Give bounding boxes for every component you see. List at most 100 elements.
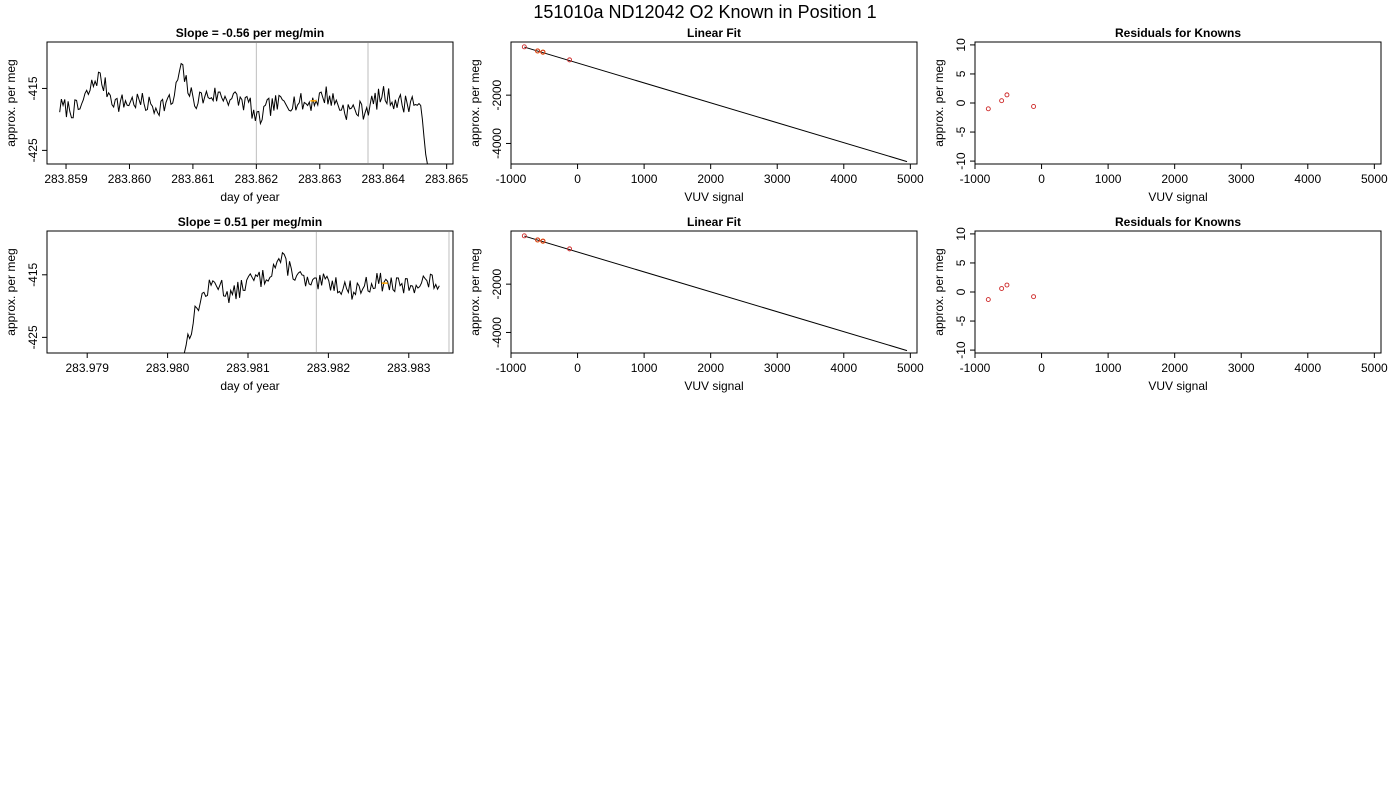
y-tick-label: 5 — [954, 259, 968, 266]
x-tick-label: 3000 — [764, 361, 791, 375]
y-tick-label: -10 — [954, 152, 968, 170]
x-tick-label: -1000 — [960, 361, 991, 375]
plot-frame — [510, 230, 918, 354]
x-tick-label: 0 — [574, 172, 581, 186]
y-axis-label: approx. per meg — [932, 59, 946, 146]
data-point — [567, 57, 573, 63]
plot-frame — [974, 41, 1382, 165]
panel-title: Residuals for Knowns — [1115, 215, 1241, 229]
y-tick-label: -415 — [26, 262, 40, 286]
series-line — [59, 62, 431, 165]
data-point — [1031, 294, 1037, 300]
y-tick-label: -5 — [954, 126, 968, 137]
x-axis-label: VUV signal — [684, 379, 743, 393]
y-tick-label: 0 — [954, 99, 968, 106]
y-tick-label: -2000 — [490, 268, 504, 299]
data-point — [521, 233, 527, 239]
x-tick-label: 283.982 — [307, 361, 351, 375]
x-tick-label: 2000 — [697, 361, 724, 375]
chart-panel-3: Residuals for Knowns -1000 0 1000 2000 3000 40… — [932, 26, 1388, 204]
chart-panel-2: Linear Fit -1000 0 1000 2000 3000 4000 5000 -400… — [468, 26, 924, 204]
x-tick-label: 1000 — [1095, 361, 1122, 375]
data-point — [535, 48, 541, 54]
x-axis-label: day of year — [220, 190, 279, 204]
x-tick-label: 5000 — [1361, 361, 1388, 375]
y-tick-label: -4000 — [490, 317, 504, 348]
panel-title: Residuals for Knowns — [1115, 26, 1241, 40]
data-point — [540, 238, 546, 244]
x-tick-label: 0 — [1038, 361, 1045, 375]
series-line — [47, 251, 440, 354]
y-tick-label: -425 — [26, 138, 40, 162]
fit-line — [524, 235, 908, 352]
x-tick-label: 1000 — [1095, 172, 1122, 186]
x-tick-label: 4000 — [1294, 172, 1321, 186]
x-tick-label: 283.983 — [387, 361, 431, 375]
x-tick-label: 0 — [1038, 172, 1045, 186]
y-tick-label: 10 — [954, 38, 968, 52]
x-tick-label: -1000 — [960, 172, 991, 186]
x-tick-label: 0 — [574, 361, 581, 375]
x-tick-label: 4000 — [830, 361, 857, 375]
plot-frame — [46, 230, 454, 354]
x-tick-label: 283.979 — [66, 361, 110, 375]
plot-frame — [46, 41, 454, 165]
x-tick-label: 1000 — [631, 172, 658, 186]
x-tick-label: 283.862 — [235, 172, 279, 186]
panels: Slope = -0.56 per meg/min 283.859 283.860 2… — [4, 26, 1388, 393]
x-tick-label: 283.859 — [44, 172, 88, 186]
y-tick-label: -10 — [954, 341, 968, 359]
data-point — [1031, 104, 1037, 109]
data-point — [985, 106, 991, 112]
y-tick-label: -5 — [954, 315, 968, 326]
y-axis-label: approx. per meg — [468, 59, 482, 146]
x-tick-label: 283.863 — [298, 172, 342, 186]
x-tick-label: 5000 — [897, 172, 924, 186]
data-point — [535, 237, 541, 243]
x-tick-label: 3000 — [1228, 172, 1255, 186]
y-axis-label: approx. per meg — [4, 248, 18, 335]
plot-frame — [974, 230, 1382, 354]
data-point — [999, 286, 1005, 291]
chart-panel-1: Slope = -0.56 per meg/min 283.859 283.860 2… — [4, 26, 469, 204]
x-tick-label: 5000 — [897, 361, 924, 375]
y-tick-label: -4000 — [490, 128, 504, 159]
x-tick-label: 3000 — [764, 172, 791, 186]
y-tick-label: 5 — [954, 70, 968, 77]
x-tick-label: 2000 — [697, 172, 724, 186]
y-axis-label: approx. per meg — [932, 248, 946, 335]
plot-frame — [510, 41, 918, 165]
x-tick-label: 283.981 — [226, 361, 270, 375]
x-tick-label: -1000 — [496, 361, 527, 375]
x-axis-label: VUV signal — [684, 190, 743, 204]
x-tick-label: 5000 — [1361, 172, 1388, 186]
data-point — [1004, 282, 1010, 288]
y-tick-label: 10 — [954, 227, 968, 241]
data-point — [999, 98, 1005, 104]
y-axis-label: approx. per meg — [468, 248, 482, 335]
x-tick-label: 4000 — [830, 172, 857, 186]
y-tick-label: 0 — [954, 288, 968, 295]
x-tick-label: 283.865 — [425, 172, 469, 186]
x-tick-label: 283.860 — [108, 172, 152, 186]
x-tick-label: 2000 — [1161, 361, 1188, 375]
x-tick-label: 2000 — [1161, 172, 1188, 186]
x-tick-label: 1000 — [631, 361, 658, 375]
panel-title: Slope = -0.56 per meg/min — [176, 26, 324, 40]
fit-line — [524, 46, 908, 163]
x-tick-label: -1000 — [496, 172, 527, 186]
x-axis-label: VUV signal — [1148, 190, 1207, 204]
x-tick-label: 3000 — [1228, 361, 1255, 375]
figure-title: 151010a ND12042 O2 Known in Position 1 — [533, 2, 876, 22]
y-tick-label: -415 — [26, 76, 40, 100]
chart-panel-6: Residuals for Knowns -1000 0 1000 2000 3000 40… — [932, 215, 1388, 393]
x-tick-label: 283.980 — [146, 361, 190, 375]
chart-panel-5: Linear Fit -1000 0 1000 2000 3000 4000 5000 -400… — [468, 215, 924, 393]
x-tick-label: 283.861 — [171, 172, 215, 186]
panel-title: Slope = 0.51 per meg/min — [178, 215, 322, 229]
panel-title: Linear Fit — [687, 215, 741, 229]
panel-title: Linear Fit — [687, 26, 741, 40]
x-axis-label: day of year — [220, 379, 279, 393]
data-point — [521, 44, 527, 50]
